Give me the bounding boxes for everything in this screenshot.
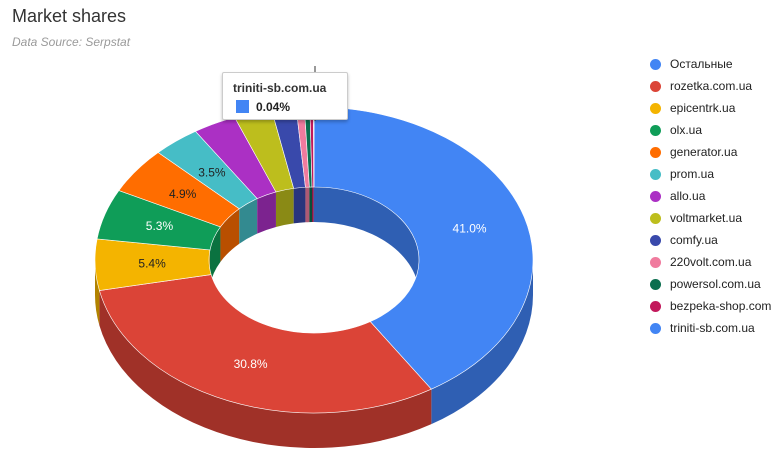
legend-label: bezpeka-shop.com <box>670 299 772 313</box>
legend-item-epicentrk-ua[interactable]: epicentrk.ua <box>650 97 771 119</box>
slice-label-prom-ua: 3.5% <box>198 165 226 179</box>
legend-dot-icon <box>650 80 661 92</box>
slice-labels: 41.0% 30.8% 5.4% 5.3% 4.9%3.5% <box>138 165 487 371</box>
legend-item-220volt-com-ua[interactable]: 220volt.com.ua <box>650 251 771 273</box>
inner-wall-powersol-com-ua <box>309 187 313 223</box>
legend-label: comfy.ua <box>670 233 718 247</box>
legend-item-rozetka-com-ua[interactable]: rozetka.com.ua <box>650 75 771 97</box>
legend-label: rozetka.com.ua <box>670 79 753 93</box>
slice-label-other: 41.0% <box>453 221 487 235</box>
legend-dot-icon <box>650 278 661 290</box>
legend-dot-icon <box>650 102 661 114</box>
outer-wall-rozetka-com-ua <box>99 290 432 448</box>
inner-wall-prom-ua <box>239 198 258 244</box>
inner-wall-220volt-com-ua <box>305 187 310 223</box>
legend-item-triniti-sb-com-ua[interactable]: triniti-sb.com.ua <box>650 317 771 339</box>
legend-dot-icon <box>650 58 661 70</box>
legend-label: 220volt.com.ua <box>670 255 752 269</box>
legend-label: powersol.com.ua <box>670 277 761 291</box>
donut-tops <box>94 106 534 414</box>
legend-label: triniti-sb.com.ua <box>670 321 755 335</box>
legend-dot-icon <box>650 212 661 224</box>
tooltip-value: 0.04% <box>256 100 291 114</box>
legend-item-powersol-com-ua[interactable]: powersol.com.ua <box>650 273 771 295</box>
legend-label: voltmarket.ua <box>670 211 743 225</box>
slice-label-olx-ua: 5.3% <box>146 219 174 233</box>
outer-wall-other <box>431 260 533 425</box>
legend-dot-icon <box>650 234 661 246</box>
inner-wall-other <box>314 187 419 295</box>
legend-item-allo-ua[interactable]: allo.ua <box>650 185 771 207</box>
legend-label: Остальные <box>670 57 733 71</box>
slice-rozetka-com-ua[interactable] <box>99 274 432 414</box>
legend-item-prom-ua[interactable]: prom.ua <box>650 163 771 185</box>
legend-item-comfy-ua[interactable]: comfy.ua <box>650 229 771 251</box>
legend-dot-icon <box>650 256 661 268</box>
inner-wall-voltmarket-ua <box>275 188 294 227</box>
legend-dot-icon <box>650 146 661 158</box>
inner-wall-bezpeka-shop-com <box>312 187 314 223</box>
slice-label-generator-ua: 4.9% <box>169 187 197 201</box>
legend-label: epicentrk.ua <box>670 101 736 115</box>
chart-title: Market shares <box>12 6 127 26</box>
tooltip-label: triniti-sb.com.ua <box>233 81 327 95</box>
chart-subtitle: Data Source: Serpstat <box>12 35 131 49</box>
inner-wall-allo-ua <box>257 191 276 234</box>
legend-dot-icon <box>650 300 661 312</box>
legend-dot-icon <box>650 190 661 202</box>
legend-dot-icon <box>650 124 661 136</box>
slice-other[interactable] <box>313 106 534 390</box>
legend-item-voltmarket-ua[interactable]: voltmarket.ua <box>650 207 771 229</box>
legend-item-other[interactable]: Остальные <box>650 53 771 75</box>
legend-item-bezpeka-shop-com[interactable]: bezpeka-shop.com <box>650 295 771 317</box>
legend-label: olx.ua <box>670 123 703 137</box>
inner-wall-generator-ua <box>220 208 240 262</box>
inner-wall-comfy-ua <box>293 187 306 224</box>
legend-label: allo.ua <box>670 189 706 203</box>
hover-tooltip: triniti-sb.com.ua 0.04% <box>222 72 348 120</box>
legend-dot-icon <box>650 168 661 180</box>
legend-label: generator.ua <box>670 145 738 159</box>
legend-label: prom.ua <box>670 167 715 181</box>
legend-item-olx-ua[interactable]: olx.ua <box>650 119 771 141</box>
slice-label-rozetka-com-ua: 30.8% <box>234 357 268 371</box>
chart-legend: Остальные rozetka.com.ua epicentrk.ua olx.u… <box>650 53 771 339</box>
slice-label-epicentrk-ua: 5.4% <box>138 257 166 271</box>
tooltip-color-swatch <box>236 100 249 113</box>
legend-item-generator-ua[interactable]: generator.ua <box>650 141 771 163</box>
legend-dot-icon <box>650 322 661 334</box>
